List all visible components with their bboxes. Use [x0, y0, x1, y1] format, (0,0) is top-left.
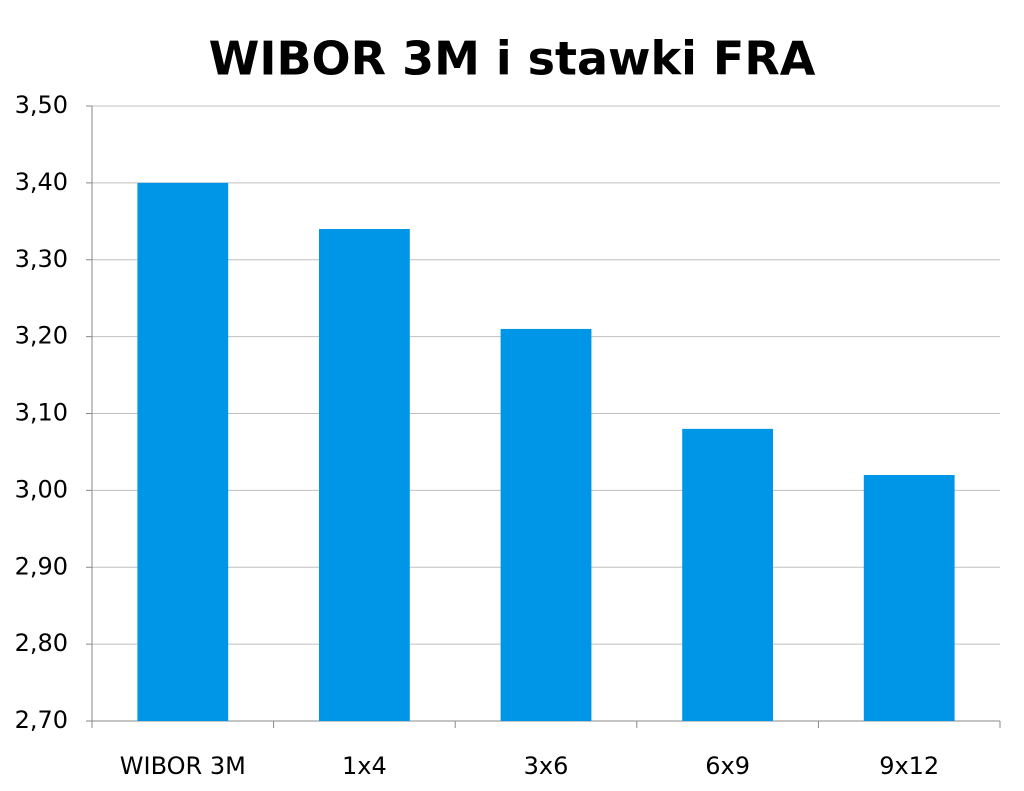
- y-tick-label: 2,70: [15, 706, 68, 734]
- chart-title: WIBOR 3M i stawki FRA: [209, 32, 816, 86]
- bar: [319, 229, 410, 721]
- x-tick-label: 9x12: [879, 752, 939, 780]
- x-tick-label: WIBOR 3M: [120, 752, 246, 780]
- x-tick-label: 1x4: [342, 752, 387, 780]
- y-tick-label: 3,50: [15, 91, 68, 119]
- y-tick-label: 3,40: [15, 168, 68, 196]
- bar: [682, 428, 773, 721]
- y-tick-label: 3,00: [15, 475, 68, 503]
- x-tick-label: 3x6: [524, 752, 569, 780]
- bar: [863, 475, 955, 721]
- y-tick-label: 2,80: [15, 629, 68, 657]
- x-tick-label: 6x9: [705, 752, 750, 780]
- bar: [500, 328, 592, 721]
- bar: [137, 182, 229, 721]
- y-tick-label: 3,10: [15, 399, 68, 427]
- y-tick-label: 3,20: [15, 322, 68, 350]
- y-tick-label: 3,30: [15, 245, 68, 273]
- y-tick-label: 2,90: [15, 552, 68, 580]
